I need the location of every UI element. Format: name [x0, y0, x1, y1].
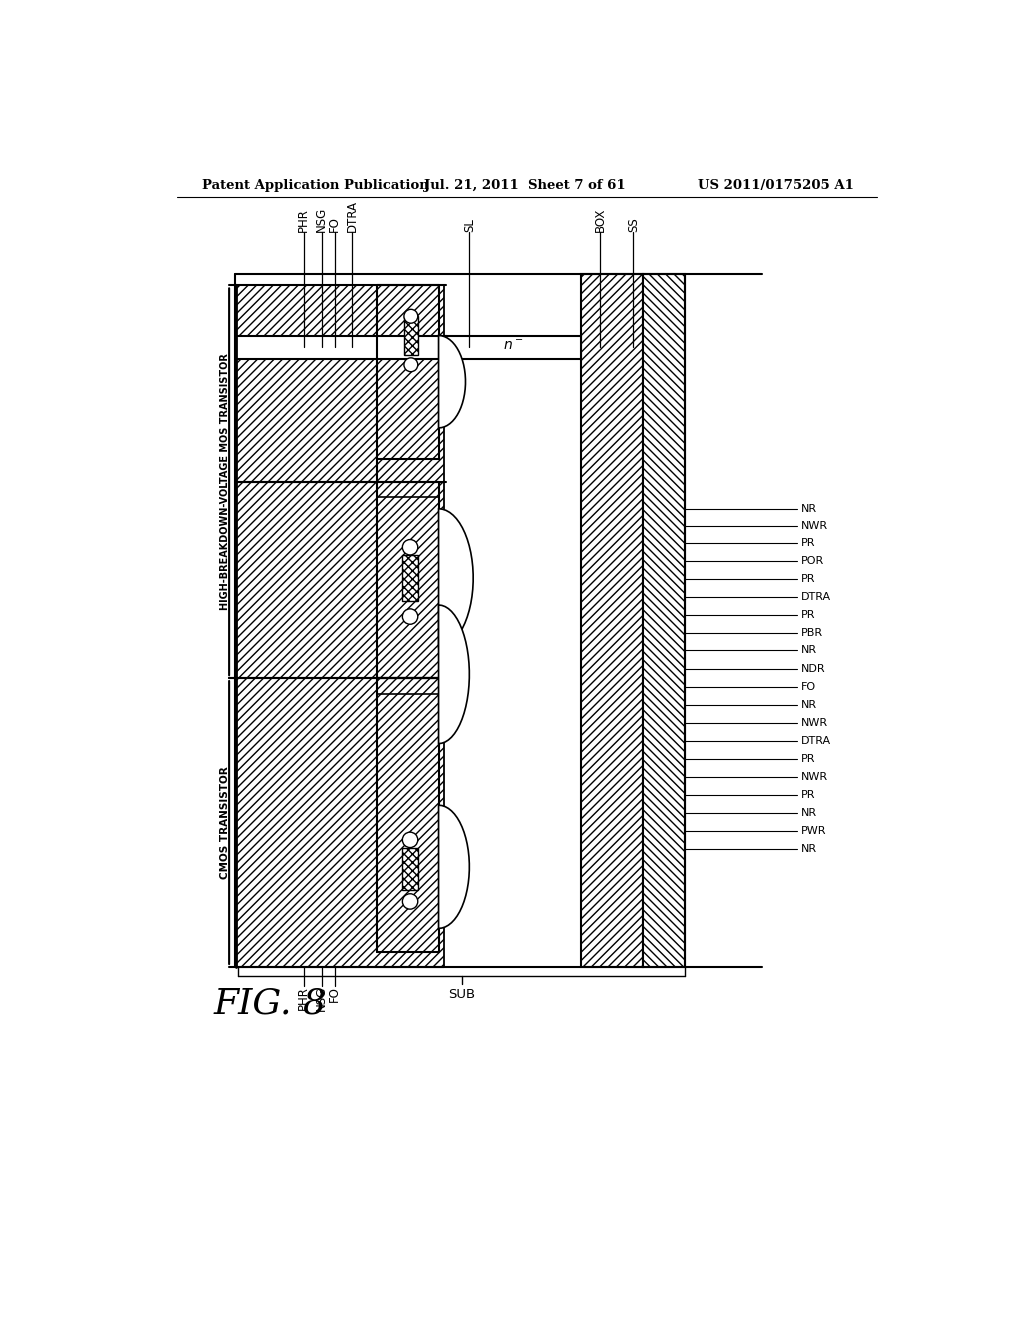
Text: SL: SL	[463, 218, 476, 231]
Polygon shape	[377, 693, 438, 952]
Text: PR: PR	[801, 791, 815, 800]
Text: NWR: NWR	[801, 772, 827, 781]
Circle shape	[402, 540, 418, 554]
Text: NSG: NSG	[315, 206, 328, 231]
Text: NR: NR	[801, 808, 816, 818]
Polygon shape	[438, 805, 469, 928]
Polygon shape	[237, 482, 444, 678]
Text: POR: POR	[801, 556, 823, 566]
Text: NSG: NSG	[315, 986, 328, 1011]
Text: $n^-$: $n^-$	[503, 338, 523, 352]
Circle shape	[403, 309, 418, 323]
Text: NR: NR	[801, 645, 816, 656]
Text: SUB: SUB	[449, 987, 475, 1001]
Text: CMOS TRANSISTOR: CMOS TRANSISTOR	[220, 766, 230, 879]
Polygon shape	[446, 335, 581, 359]
Text: FO: FO	[328, 215, 341, 231]
Polygon shape	[402, 847, 418, 890]
Polygon shape	[438, 508, 473, 647]
Text: NR: NR	[801, 504, 816, 513]
Text: NWR: NWR	[801, 520, 827, 531]
Text: HIGH-BREAKDOWN-VOLTAGE MOS TRANSISTOR: HIGH-BREAKDOWN-VOLTAGE MOS TRANSISTOR	[220, 354, 230, 610]
Circle shape	[402, 894, 418, 909]
Text: PHR: PHR	[297, 986, 310, 1010]
Polygon shape	[377, 285, 438, 459]
Text: DTRA: DTRA	[801, 735, 830, 746]
Text: NR: NR	[801, 843, 816, 854]
Text: Jul. 21, 2011  Sheet 7 of 61: Jul. 21, 2011 Sheet 7 of 61	[424, 178, 626, 191]
Text: PR: PR	[801, 610, 815, 620]
Text: BOX: BOX	[594, 207, 607, 231]
Text: PR: PR	[801, 574, 815, 583]
Polygon shape	[237, 678, 444, 966]
Text: FO: FO	[801, 681, 815, 692]
Polygon shape	[581, 275, 643, 966]
Text: PHR: PHR	[297, 207, 310, 231]
Text: DTRA: DTRA	[801, 593, 830, 602]
Polygon shape	[402, 554, 418, 601]
Polygon shape	[377, 498, 438, 678]
Text: PR: PR	[801, 754, 815, 764]
Text: DTRA: DTRA	[346, 199, 358, 231]
Text: NWR: NWR	[801, 718, 827, 727]
Text: PR: PR	[801, 539, 815, 548]
Text: PBR: PBR	[801, 628, 822, 638]
Polygon shape	[438, 605, 469, 743]
Text: SS: SS	[627, 216, 640, 231]
Polygon shape	[643, 275, 685, 966]
Polygon shape	[403, 317, 418, 355]
Polygon shape	[237, 285, 444, 482]
Circle shape	[403, 358, 418, 372]
Text: PWR: PWR	[801, 825, 826, 836]
Text: NR: NR	[801, 700, 816, 710]
Text: FO: FO	[328, 986, 341, 1002]
Circle shape	[402, 609, 418, 624]
Circle shape	[402, 832, 418, 847]
Text: FIG. 8: FIG. 8	[214, 986, 327, 1020]
Text: US 2011/0175205 A1: US 2011/0175205 A1	[698, 178, 854, 191]
Text: Patent Application Publication: Patent Application Publication	[202, 178, 429, 191]
Text: NDR: NDR	[801, 664, 825, 675]
Polygon shape	[438, 335, 466, 428]
Polygon shape	[237, 335, 446, 359]
